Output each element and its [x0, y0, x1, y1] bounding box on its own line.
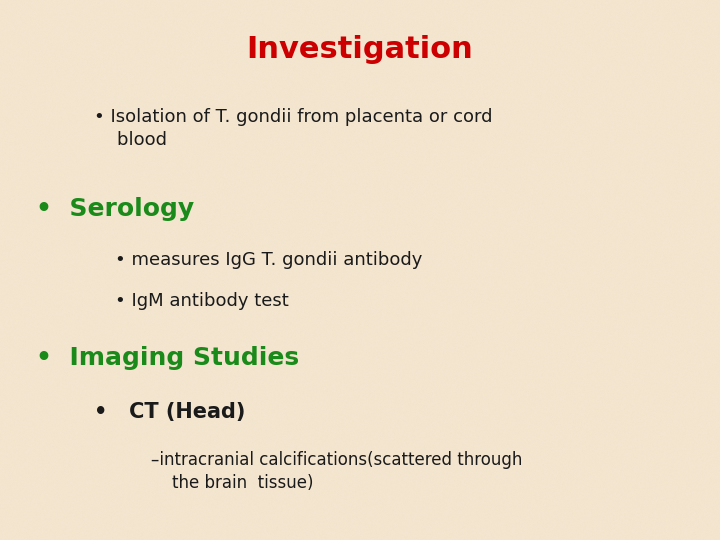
Text: • IgM antibody test: • IgM antibody test	[115, 292, 289, 309]
Text: Investigation: Investigation	[247, 35, 473, 64]
Text: •  Imaging Studies: • Imaging Studies	[36, 346, 299, 369]
Text: • measures IgG T. gondii antibody: • measures IgG T. gondii antibody	[115, 251, 423, 269]
Text: •  Serology: • Serology	[36, 197, 194, 221]
Text: • Isolation of T. gondii from placenta or cord
    blood: • Isolation of T. gondii from placenta o…	[94, 108, 492, 149]
Text: –intracranial calcifications(scattered through
    the brain  tissue): –intracranial calcifications(scattered t…	[151, 451, 523, 492]
Text: •   CT (Head): • CT (Head)	[94, 402, 245, 422]
